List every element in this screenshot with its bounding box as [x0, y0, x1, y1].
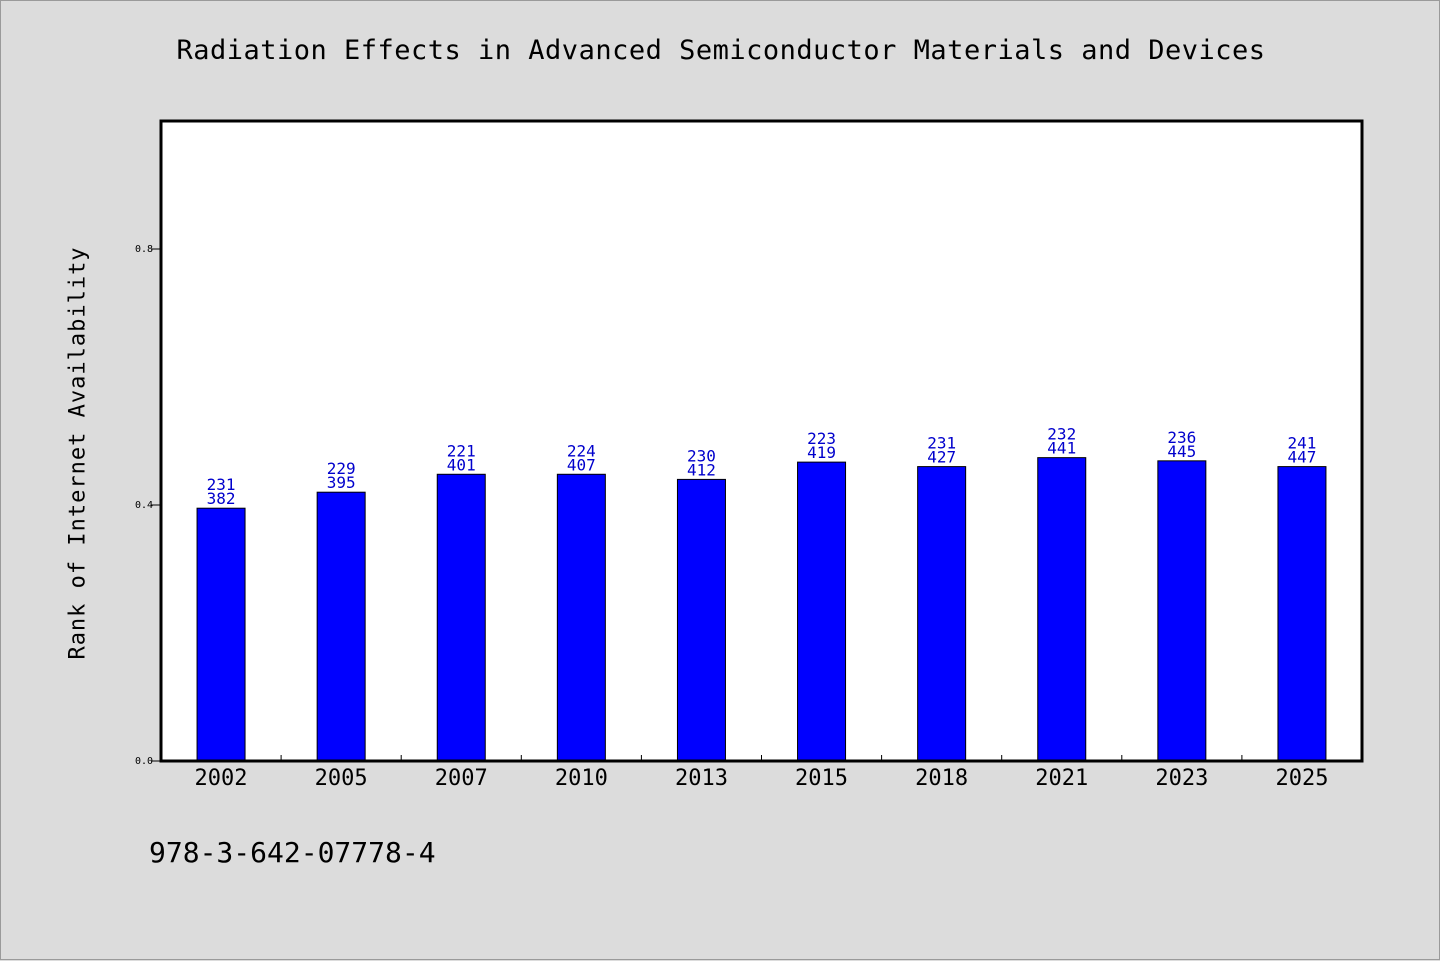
isbn-text: 978-3-642-07778-4 [149, 836, 436, 869]
x-tick-label: 2018 [915, 766, 968, 791]
bar [556, 473, 606, 762]
bar-label-bottom: 395 [327, 473, 356, 492]
bar-label-top: 229 [327, 459, 356, 478]
bar-label-top: 223 [807, 429, 836, 448]
y-tick-label: 0.0 [135, 756, 153, 767]
chart-title: Radiation Effects in Advanced Semiconduc… [176, 35, 1266, 66]
bar [316, 491, 366, 762]
bar-label-top: 232 [1047, 425, 1076, 444]
x-tick-label: 2005 [315, 766, 368, 791]
bar-label-bottom: 401 [447, 455, 476, 474]
x-tick-label: 2015 [795, 766, 848, 791]
bar-label-top: 231 [207, 475, 236, 494]
bar [1157, 460, 1207, 762]
bar-label-bottom: 427 [927, 448, 956, 467]
bar [676, 478, 726, 762]
bar [436, 473, 486, 762]
bar-label-bottom: 447 [1287, 448, 1316, 467]
bar [1277, 466, 1327, 762]
y-tick-label: 0.8 [135, 244, 153, 255]
x-tick-label: 2007 [435, 766, 488, 791]
x-tick-label: 2010 [555, 766, 608, 791]
bar [797, 461, 847, 762]
bar [196, 507, 246, 762]
bar-label-top: 241 [1287, 434, 1316, 453]
bar-label-bottom: 382 [207, 489, 236, 508]
bar-label-bottom: 412 [687, 460, 716, 479]
bar [917, 466, 967, 762]
x-tick-label: 2013 [675, 766, 728, 791]
bar-label-top: 231 [927, 434, 956, 453]
bar-label-top: 236 [1167, 428, 1196, 447]
x-tick-label: 2021 [1035, 766, 1088, 791]
bar-label-top: 221 [447, 441, 476, 460]
bar [1037, 457, 1087, 762]
bar-label-bottom: 445 [1167, 442, 1196, 461]
bar-label-bottom: 441 [1047, 439, 1076, 458]
bar-label-top: 224 [567, 441, 596, 460]
bar-label-bottom: 419 [807, 443, 836, 462]
plot-frame [159, 119, 1364, 763]
x-tick-label: 2002 [195, 766, 248, 791]
x-tick-label: 2025 [1275, 766, 1328, 791]
bar-label-bottom: 407 [567, 455, 596, 474]
y-tick-label: 0.4 [135, 500, 153, 511]
x-tick-label: 2023 [1155, 766, 1208, 791]
bar-label-top: 230 [687, 446, 716, 465]
